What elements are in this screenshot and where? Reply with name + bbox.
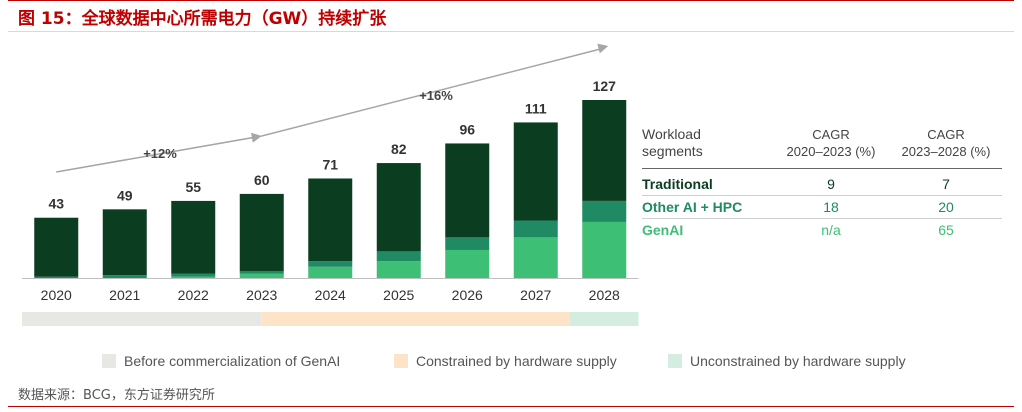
growth-arrow-line-1	[56, 135, 262, 173]
legend-label-2: Constrained by hardware supply	[416, 353, 617, 369]
total-label-2026: 96	[459, 121, 475, 137]
bar-other-ai-hpc-2021	[102, 275, 147, 278]
bar-traditional-2026	[445, 143, 490, 238]
cagr-annotation-2: +16%	[419, 88, 453, 103]
bar-traditional-2028	[582, 100, 627, 201]
col-cagr-2020-2023-header: CAGR 2020–2023 (%)	[786, 127, 876, 159]
bar-other-ai-hpc-2026	[445, 237, 490, 250]
bar-other-ai-hpc-2025	[376, 251, 421, 262]
cagr-table-header: Workload segments CAGR 2020–2023 (%) CAG…	[642, 126, 1002, 164]
bar-genai-2025	[376, 261, 421, 278]
segment-label: GenAI	[642, 222, 684, 238]
bar-genai-2028	[582, 221, 627, 278]
legend-swatch-2	[394, 354, 408, 368]
growth-arrowhead-2	[597, 43, 609, 54]
table-row-other-ai-hpc: Other AI + HPC 18 20	[642, 196, 1002, 218]
figure-title: 图 15：全球数据中心所需电力（GW）持续扩张	[18, 9, 387, 29]
total-label-2021: 49	[117, 187, 133, 203]
bar-other-ai-hpc-2027	[513, 220, 558, 238]
bar-other-ai-hpc-2022	[171, 273, 216, 277]
segment-label: Other AI + HPC	[642, 199, 743, 215]
bar-genai-2023	[239, 273, 284, 278]
bar-genai-2024	[308, 266, 353, 278]
cagr-value: 65	[938, 222, 954, 238]
col-cagr-2023-2028-header: CAGR 2023–2028 (%)	[901, 127, 991, 159]
col-segment-header: Workload segments	[642, 126, 703, 159]
x-tick-label-2022: 2022	[178, 287, 209, 303]
cagr-value: 20	[938, 199, 954, 215]
top-rule	[8, 0, 1014, 1]
table-row-genai: GenAI n/a 65	[642, 219, 1002, 241]
total-label-2027: 111	[525, 100, 547, 116]
bar-traditional-2027	[513, 122, 558, 221]
cagr-value: 18	[823, 199, 839, 215]
total-label-2022: 55	[185, 179, 201, 195]
row-separator	[642, 218, 1002, 219]
x-tick-label-2024: 2024	[315, 287, 346, 303]
segment-label: Traditional	[642, 176, 713, 192]
title-rule	[8, 31, 1014, 32]
bar-other-ai-hpc-2028	[582, 200, 627, 222]
bar-traditional-2025	[376, 163, 421, 252]
legend-label-3: Unconstrained by hardware supply	[690, 353, 906, 369]
x-tick-label-2021: 2021	[109, 287, 140, 303]
source-note: 数据来源：BCG，东方证券研究所	[18, 388, 215, 403]
cagr-value: n/a	[821, 222, 841, 238]
row-separator	[642, 195, 1002, 196]
table-header-separator	[642, 168, 1002, 169]
cagr-value: 9	[827, 176, 835, 192]
bar-traditional-2022	[171, 200, 216, 274]
x-tick-label-2027: 2027	[520, 287, 551, 303]
x-tick-label-2028: 2028	[589, 287, 620, 303]
legend-label-1: Before commercialization of GenAI	[124, 353, 340, 369]
growth-arrowhead-1	[251, 132, 262, 143]
cagr-value: 7	[942, 176, 950, 192]
cagr-annotation-1: +12%	[143, 146, 177, 161]
bar-traditional-2024	[308, 178, 353, 262]
x-tick-label-2026: 2026	[452, 287, 483, 303]
table-row-traditional: Traditional 9 7	[642, 173, 1002, 195]
total-label-2020: 43	[48, 196, 64, 212]
bar-other-ai-hpc-2024	[308, 261, 353, 267]
bar-genai-2022	[171, 276, 216, 278]
legend-swatch-1	[102, 354, 116, 368]
phase-band-1	[22, 312, 262, 326]
phase-band-2	[261, 312, 570, 326]
bar-genai-2027	[513, 237, 558, 278]
bar-other-ai-hpc-2023	[239, 270, 284, 274]
total-label-2028: 127	[593, 78, 617, 94]
total-label-2024: 71	[322, 156, 338, 172]
total-label-2025: 82	[391, 141, 407, 157]
growth-arrow-line-2	[261, 47, 605, 137]
bar-other-ai-hpc-2020	[34, 276, 79, 278]
bottom-rule	[8, 406, 1014, 407]
bar-traditional-2021	[102, 209, 147, 276]
cagr-table: Workload segments CAGR 2020–2023 (%) CAG…	[642, 126, 1002, 241]
x-tick-label-2025: 2025	[383, 287, 414, 303]
x-tick-label-2020: 2020	[41, 287, 72, 303]
bar-traditional-2020	[34, 217, 79, 277]
bar-genai-2026	[445, 249, 490, 278]
legend-swatch-3	[668, 354, 682, 368]
phase-band-3	[570, 312, 639, 326]
bar-traditional-2023	[239, 193, 284, 271]
x-tick-label-2023: 2023	[246, 287, 277, 303]
total-label-2023: 60	[254, 172, 270, 188]
